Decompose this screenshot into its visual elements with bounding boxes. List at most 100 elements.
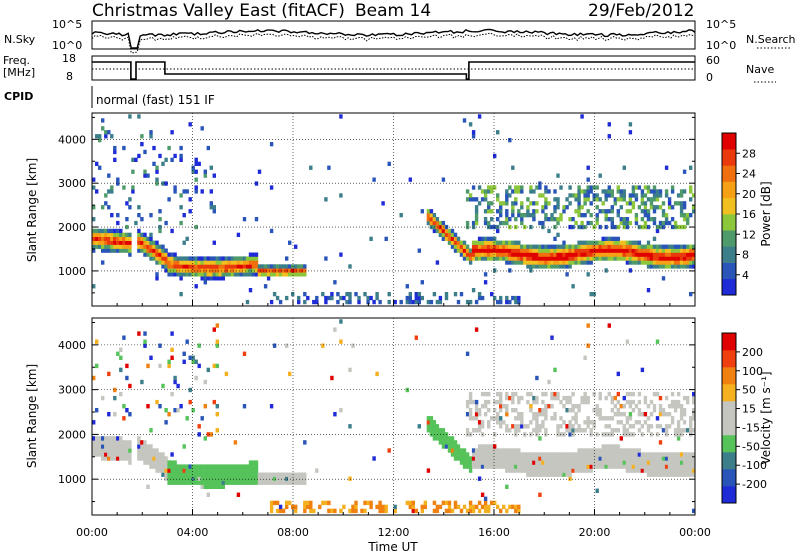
heatmap-cell <box>185 260 189 265</box>
heatmap-cell <box>480 448 485 453</box>
heatmap-cell <box>474 416 479 421</box>
heatmap-cell <box>158 460 162 465</box>
heatmap-cell <box>143 149 147 155</box>
heatmap-cell <box>607 452 611 457</box>
heatmap-cell <box>300 264 304 269</box>
heatmap-cell <box>499 201 503 206</box>
heatmap-cell <box>137 244 141 249</box>
heatmap-cell <box>278 508 283 514</box>
heatmap-cell <box>529 213 533 218</box>
heatmap-cell <box>158 363 162 369</box>
heatmap-cell <box>119 456 123 461</box>
heatmap-cell <box>670 264 675 269</box>
heatmap-cell <box>520 205 524 210</box>
heatmap-cell <box>294 504 298 510</box>
heatmap-cell <box>140 244 144 249</box>
heatmap-cell <box>646 452 651 457</box>
heatmap-cell <box>278 472 283 477</box>
heatmap-cell <box>649 201 654 206</box>
heatmap-cell <box>456 236 461 241</box>
heatmap-cell <box>496 209 500 214</box>
heatmap-cell <box>631 424 636 429</box>
heatmap-cell <box>544 197 548 202</box>
heatmap-cell <box>185 480 189 485</box>
heatmap-cell <box>547 244 551 249</box>
heatmap-cell <box>297 264 301 269</box>
heatmap-cell <box>251 260 256 265</box>
colorbar-tick-label: 24 <box>742 168 756 181</box>
heatmap-cell <box>224 268 229 273</box>
heatmap-cell <box>227 272 232 277</box>
heatmap-cell <box>517 299 521 305</box>
heatmap-cell <box>589 456 593 461</box>
heatmap-cell <box>661 456 666 461</box>
heatmap-cell <box>194 185 198 190</box>
heatmap-cell <box>679 412 684 417</box>
heatmap-cell <box>480 452 485 457</box>
heatmap-cell <box>297 299 301 305</box>
heatmap-cell <box>209 468 213 473</box>
heatmap-cell <box>562 395 566 401</box>
heatmap-cell <box>658 224 663 230</box>
heatmap-cell <box>610 189 614 194</box>
heatmap-cell <box>634 217 639 222</box>
heatmap-cell <box>631 244 636 249</box>
heatmap-cell <box>95 236 99 241</box>
heatmap-cell <box>435 504 440 510</box>
heatmap-cell <box>263 472 268 477</box>
colorbar-tick-label: 50 <box>742 384 756 397</box>
heatmap-cell <box>272 268 277 273</box>
heatmap-cell <box>158 468 162 473</box>
heatmap-cell <box>164 408 168 413</box>
heatmap-cell <box>266 480 271 485</box>
heatmap-cell <box>294 508 298 514</box>
heatmap-cell <box>577 201 581 206</box>
heatmap-cell <box>667 464 672 469</box>
heatmap-cell <box>477 448 482 453</box>
heatmap-cell <box>158 256 162 261</box>
heatmap-cell <box>158 456 162 461</box>
heatmap-cell <box>670 205 675 210</box>
heatmap-cell <box>101 118 105 123</box>
heatmap-cell <box>477 292 482 297</box>
heatmap-cell <box>281 264 286 269</box>
heatmap-cell <box>194 272 198 277</box>
heatmap-cell <box>664 244 669 249</box>
heatmap-cell <box>505 209 509 214</box>
heatmap-cell <box>532 472 536 477</box>
heatmap-cell <box>173 379 177 385</box>
heatmap-cell <box>125 201 129 206</box>
heatmap-cell <box>275 295 280 301</box>
heatmap-cell <box>586 464 590 469</box>
heatmap-cell <box>468 299 473 305</box>
heatmap-cell <box>288 480 292 485</box>
heatmap-cell <box>113 145 117 151</box>
heatmap-cell <box>634 404 639 409</box>
heatmap-cell <box>122 440 126 445</box>
heatmap-cell <box>137 444 141 449</box>
heatmap-cell <box>661 201 666 206</box>
heatmap-cell <box>526 399 530 405</box>
heatmap-cell <box>456 248 461 253</box>
heatmap-cell <box>649 248 654 253</box>
heatmap-cell <box>667 252 672 257</box>
heatmap-cell <box>634 252 639 257</box>
heatmap-cell <box>462 464 467 469</box>
heatmap-cell <box>107 228 111 234</box>
heatmap-cell <box>580 189 584 194</box>
heatmap-cell <box>456 299 461 305</box>
heatmap-cell <box>664 472 669 477</box>
heatmap-cell <box>468 248 473 253</box>
heatmap-cell <box>646 209 651 214</box>
heatmap-cell <box>529 391 533 397</box>
heatmap-cell <box>673 224 678 230</box>
heatmap-cell <box>161 256 165 261</box>
heatmap-cell <box>140 236 144 241</box>
heatmap-cell <box>164 464 168 469</box>
heatmap-cell <box>194 256 198 261</box>
heatmap-cell <box>661 256 666 261</box>
heatmap-cell <box>110 244 114 249</box>
heatmap-cell <box>499 404 503 409</box>
heatmap-cell <box>294 480 298 485</box>
heatmap-cell <box>689 248 693 253</box>
